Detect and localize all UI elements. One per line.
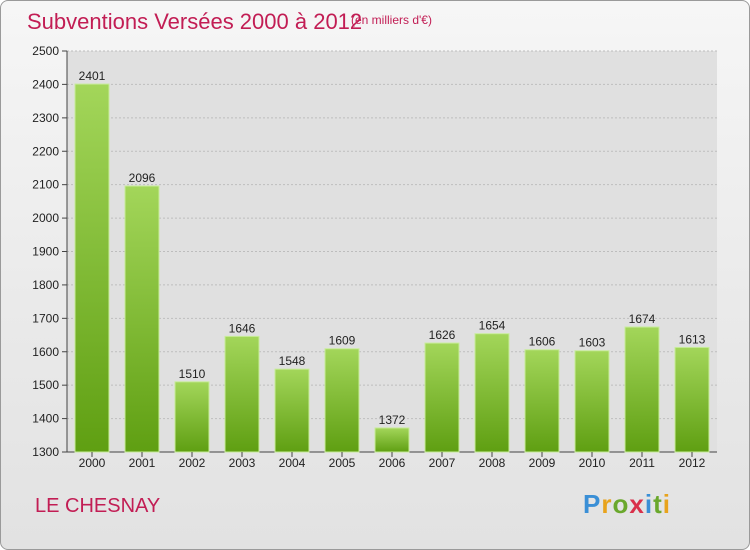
bar-2002 <box>174 381 210 453</box>
bar-2012 <box>674 346 710 453</box>
chart-title: Subventions Versées 2000 à 2012 <box>27 9 363 34</box>
x-tick-label-2004: 2004 <box>279 456 306 470</box>
y-tick-label: 2500 <box>32 44 59 58</box>
x-tick-label-2000: 2000 <box>79 456 106 470</box>
y-tick-label: 1600 <box>32 345 59 359</box>
bar-2006 <box>374 427 410 453</box>
x-tick-label-2010: 2010 <box>579 456 606 470</box>
data-label-2005: 1609 <box>329 334 356 348</box>
bar-2000 <box>74 83 110 453</box>
y-tick-label: 2300 <box>32 111 59 125</box>
bar-2005 <box>324 348 360 453</box>
y-tick-label: 1800 <box>32 278 59 292</box>
x-tick-label-2008: 2008 <box>479 456 506 470</box>
data-label-2001: 2096 <box>129 171 156 185</box>
x-tick-label-2002: 2002 <box>179 456 206 470</box>
x-tick-label-2003: 2003 <box>229 456 256 470</box>
x-tick-label-2007: 2007 <box>429 456 456 470</box>
bar-2011 <box>624 326 660 453</box>
x-tick-label-2011: 2011 <box>629 456 655 470</box>
y-tick-label: 2400 <box>32 77 59 91</box>
x-tick-label-2009: 2009 <box>529 456 556 470</box>
y-tick-label: 2200 <box>32 144 59 158</box>
x-tick-label-2006: 2006 <box>379 456 406 470</box>
bar-2001 <box>124 185 160 453</box>
y-tick-label: 1700 <box>32 311 59 325</box>
data-label-2010: 1603 <box>579 336 606 350</box>
bar-2008 <box>474 333 510 453</box>
data-label-2008: 1654 <box>479 319 506 333</box>
data-label-2006: 1372 <box>379 413 406 427</box>
x-tick-label-2012: 2012 <box>679 456 706 470</box>
bar-2010 <box>574 350 610 453</box>
data-label-2002: 1510 <box>179 367 206 381</box>
chart-unit-subtitle: (en milliers d'€) <box>351 13 432 27</box>
y-tick-label: 1300 <box>32 445 59 459</box>
commune-name: LE CHESNAY <box>35 495 161 517</box>
y-tick-label: 1500 <box>32 378 59 392</box>
bar-2003 <box>224 335 260 453</box>
data-label-2007: 1626 <box>429 328 456 342</box>
y-tick-label: 2000 <box>32 211 59 225</box>
y-tick-label: 1900 <box>32 245 59 259</box>
x-tick-label-2005: 2005 <box>329 456 356 470</box>
x-tick-label-2001: 2001 <box>129 456 156 470</box>
data-label-2012: 1613 <box>679 332 706 346</box>
bar-2004 <box>274 368 310 453</box>
data-label-2004: 1548 <box>279 354 306 368</box>
data-label-2000: 2401 <box>79 69 106 83</box>
y-tick-label: 1400 <box>32 412 59 426</box>
data-label-2003: 1646 <box>229 321 256 335</box>
proxiti-logo: Proxiti <box>583 489 671 519</box>
bar-2009 <box>524 349 560 453</box>
y-tick-label: 2100 <box>32 178 59 192</box>
data-label-2009: 1606 <box>529 335 556 349</box>
data-label-2011: 1674 <box>629 312 656 326</box>
bar-2007 <box>424 342 460 453</box>
